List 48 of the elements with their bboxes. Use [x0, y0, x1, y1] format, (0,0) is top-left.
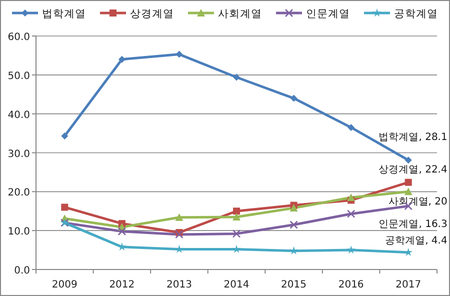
y-tick-label: 0.0	[14, 266, 30, 276]
legend-label: 공학계열	[394, 8, 438, 20]
x-tick-label: 2016	[338, 280, 364, 290]
x-tick-label: 2013	[166, 280, 192, 290]
x-tick-label: 2017	[396, 280, 422, 290]
x-tick-label: 2014	[224, 280, 250, 290]
y-tick-label: 50.0	[8, 70, 30, 82]
point	[232, 244, 241, 253]
x-tick-label: 2015	[281, 280, 307, 290]
x-tick-label: 2012	[109, 280, 135, 290]
annotation: 인문계열, 16.3	[378, 219, 448, 230]
point	[61, 204, 68, 211]
y-tick-label: 10.0	[8, 226, 30, 238]
point	[176, 50, 183, 58]
point	[118, 227, 126, 236]
point	[404, 156, 412, 164]
legend-label: 법학계열	[42, 8, 86, 20]
point	[346, 246, 356, 254]
legend-label: 인문계열	[306, 8, 350, 20]
point	[290, 246, 298, 254]
annotation: 법학계열, 28.1	[378, 132, 448, 144]
point	[174, 244, 184, 253]
point	[233, 208, 240, 215]
point	[233, 74, 240, 81]
point	[61, 132, 68, 140]
point	[232, 230, 241, 238]
annotation: 사회계열, 20	[388, 196, 448, 208]
y-tick-label: 40.0	[8, 110, 30, 121]
y-tick-label: 30.0	[8, 148, 30, 160]
point	[347, 194, 356, 202]
point	[290, 204, 298, 212]
point	[175, 230, 184, 239]
point	[290, 220, 298, 229]
legend-label: 사회계열	[218, 8, 262, 20]
point	[346, 210, 356, 218]
point	[232, 212, 240, 220]
annotation: 상경계열, 22.4	[378, 164, 448, 176]
point	[175, 213, 184, 221]
legend-label: 상경계열	[130, 8, 174, 20]
annotation: 공학계열, 4.4	[385, 235, 448, 246]
point	[118, 56, 126, 63]
y-tick-label: 60.0	[8, 32, 30, 43]
y-tick-label: 20.0	[8, 188, 30, 199]
point	[290, 94, 298, 102]
point	[404, 178, 412, 186]
x-tick-label: 2009	[52, 280, 78, 290]
point	[404, 188, 412, 196]
point	[348, 124, 355, 131]
